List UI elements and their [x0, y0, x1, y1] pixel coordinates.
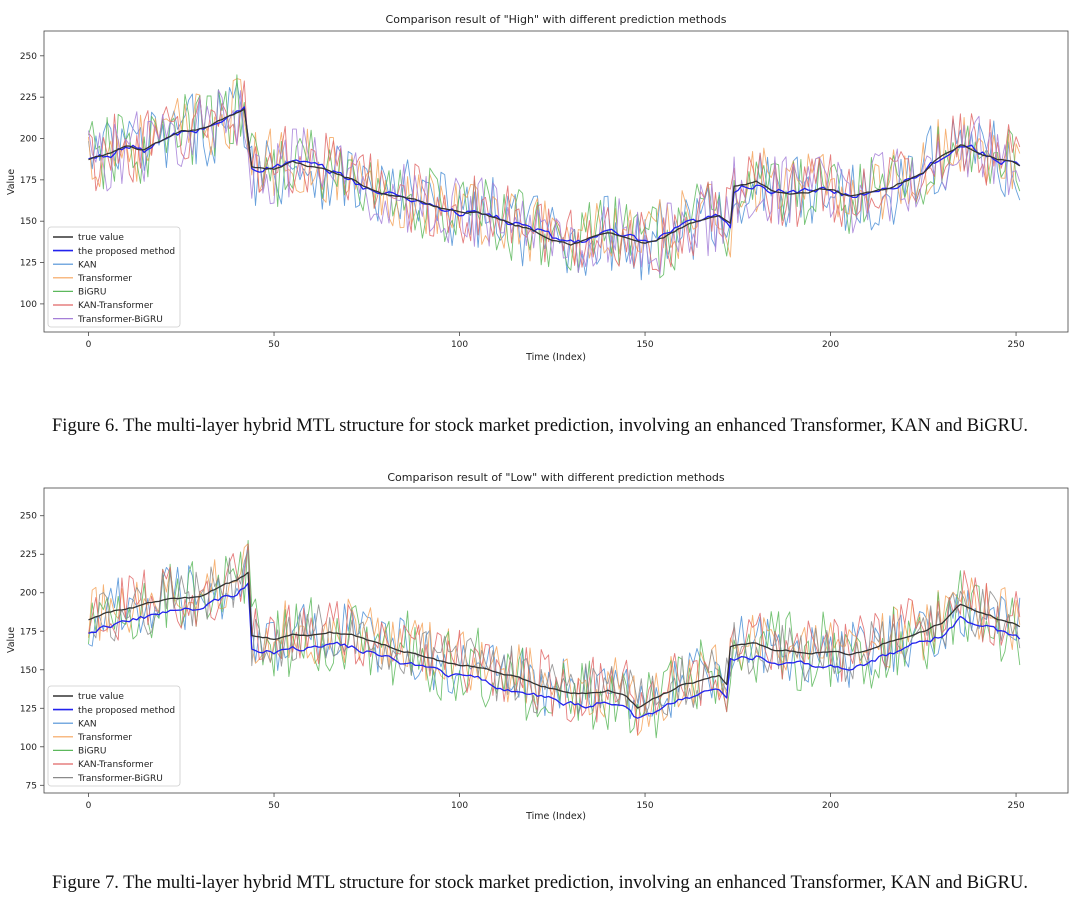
series-line-transformer-bigru — [88, 549, 1021, 717]
chart-low: Comparison result of "Low" with differen… — [6, 471, 1069, 822]
legend-entry-label: Transformer — [77, 733, 132, 743]
y-tick-label: 200 — [20, 135, 37, 145]
figure-7-caption: Figure 7. The multi-layer hybrid MTL str… — [52, 873, 1028, 893]
y-axis-label: Value — [6, 169, 17, 195]
y-tick-label: 150 — [20, 217, 37, 227]
series-line-transformer — [88, 543, 1021, 736]
plot-frame — [43, 30, 1069, 333]
y-tick-label: 225 — [20, 550, 37, 560]
y-tick-label: 100 — [20, 743, 37, 753]
y-tick-label: 250 — [20, 52, 37, 62]
legend-entry-label: KAN — [78, 260, 97, 270]
y-tick-label: 175 — [20, 176, 37, 186]
legend-entry-label: the proposed method — [78, 706, 175, 716]
y-tick-label: 200 — [20, 589, 37, 599]
series-line-the-proposed-method — [88, 582, 1021, 719]
legend-entry-label: BiGRU — [78, 747, 107, 757]
x-tick-label: 200 — [822, 801, 839, 811]
plot-area — [88, 539, 1021, 739]
x-tick-label: 100 — [451, 340, 468, 350]
x-tick-label: 250 — [1007, 340, 1024, 350]
legend-entry-label: BiGRU — [78, 288, 107, 298]
x-tick-label: 50 — [268, 801, 280, 811]
x-tick-label: 50 — [268, 340, 280, 350]
y-axis-ticks: 100 125 150 175 200 225 250 — [20, 52, 44, 310]
series-line-kan-transformer — [88, 80, 1021, 273]
series-line-true-value — [88, 108, 1021, 246]
x-tick-label: 150 — [636, 340, 653, 350]
legend-entry-label: KAN-Transformer — [78, 301, 153, 311]
legend-entry-label: KAN — [78, 719, 97, 729]
y-axis-ticks: 75 100 125 150 175 200 225 250 — [20, 512, 44, 791]
series-line-true-value — [88, 571, 1021, 709]
x-tick-label: 150 — [636, 801, 653, 811]
y-tick-label: 125 — [20, 704, 37, 714]
legend-box — [47, 685, 181, 787]
x-axis-ticks: 0 50 100 150 200 250 — [86, 793, 1025, 811]
chart-title: Comparison result of "Low" with differen… — [387, 471, 725, 484]
figure-6-caption: Figure 6. The multi-layer hybrid MTL str… — [52, 416, 1028, 436]
chart-title: Comparison result of "High" with differe… — [386, 13, 727, 26]
series-line-kan-transformer — [88, 543, 1021, 735]
y-tick-label: 125 — [20, 259, 37, 269]
x-tick-label: 0 — [86, 340, 92, 350]
legend-entry-label: true value — [78, 233, 124, 243]
y-tick-label: 100 — [20, 300, 37, 310]
legend-entry-label: KAN-Transformer — [78, 760, 153, 770]
legend-entry-label: Transformer — [77, 274, 132, 284]
legend-box — [47, 226, 181, 328]
y-axis-label: Value — [6, 627, 17, 653]
legend-entry-label: Transformer-BiGRU — [77, 315, 163, 325]
y-tick-label: 250 — [20, 512, 37, 522]
plot-area — [88, 74, 1021, 281]
legend-entry-label: true value — [78, 692, 124, 702]
x-tick-label: 200 — [822, 340, 839, 350]
y-tick-label: 225 — [20, 93, 37, 103]
legend: true value the proposed method KAN Transfor… — [47, 685, 181, 787]
x-axis-label: Time (Index) — [525, 811, 586, 822]
legend-entry-label: Transformer-BiGRU — [77, 774, 163, 784]
y-tick-label: 75 — [26, 781, 37, 791]
x-tick-label: 250 — [1007, 801, 1024, 811]
x-tick-label: 0 — [86, 801, 92, 811]
x-axis-ticks: 0 50 100 150 200 250 — [86, 332, 1025, 350]
chart-high: Comparison result of "High" with differe… — [6, 13, 1069, 363]
x-axis-label: Time (Index) — [525, 352, 586, 363]
legend-entry-label: the proposed method — [78, 247, 175, 257]
plot-frame — [43, 487, 1069, 794]
series-line-the-proposed-method — [88, 106, 1021, 244]
y-tick-label: 150 — [20, 666, 37, 676]
y-tick-label: 175 — [20, 627, 37, 637]
x-tick-label: 100 — [451, 801, 468, 811]
legend: true value the proposed method KAN Transfor… — [47, 226, 181, 328]
series-line-transformer-bigru — [88, 89, 1021, 275]
